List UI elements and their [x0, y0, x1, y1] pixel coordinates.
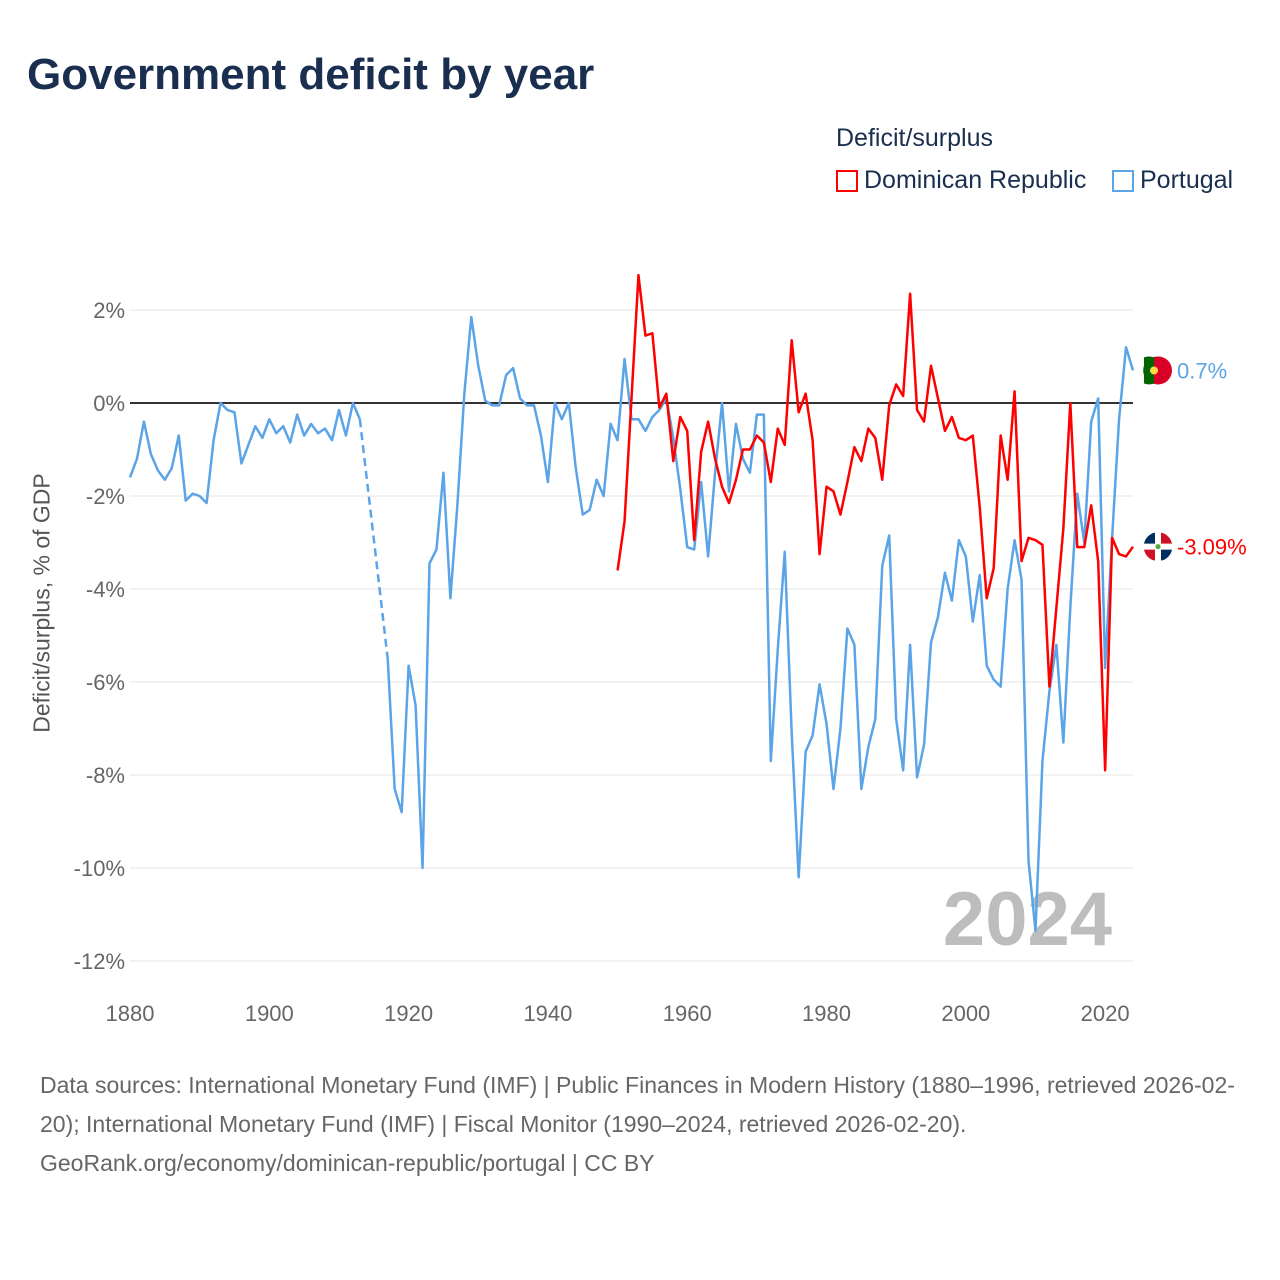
- flag-icon-portugal: [1143, 356, 1172, 385]
- series-line-dominican-republic: [616, 273, 1135, 772]
- end-value-label: -3.09%: [1177, 535, 1247, 560]
- x-tick-label: 1880: [106, 1001, 155, 1026]
- x-tick-label: 1940: [523, 1001, 572, 1026]
- y-tick-label: -2%: [86, 484, 125, 509]
- series-gap-dashed: [358, 419, 389, 659]
- legend-title: Deficit/surplus: [836, 124, 993, 152]
- series-line-portugal: [128, 401, 362, 505]
- x-tick-label: 2000: [941, 1001, 990, 1026]
- y-tick-label: 2%: [93, 298, 125, 323]
- credit-link[interactable]: GeoRank.org/economy/dominican-republic/p…: [40, 1150, 655, 1176]
- y-tick-label: -12%: [74, 949, 125, 974]
- y-tick-label: -6%: [86, 670, 125, 695]
- x-tick-label: 1980: [802, 1001, 851, 1026]
- y-tick-label: -4%: [86, 577, 125, 602]
- series-line-portugal: [386, 315, 1135, 933]
- year-watermark: 2024: [943, 877, 1112, 962]
- legend-swatch-blue: [1112, 169, 1134, 192]
- x-tick-label: 1960: [663, 1001, 712, 1026]
- legend-item-dominican-republic[interactable]: Dominican Republic: [836, 166, 1086, 195]
- legend-label: Dominican Republic: [864, 166, 1087, 194]
- legend-label: Portugal: [1140, 166, 1234, 194]
- legend-item-portugal[interactable]: Portugal: [1112, 166, 1233, 195]
- flag-icon-dominican-republic: [1144, 532, 1172, 561]
- data-sources: Data sources: International Monetary Fun…: [40, 1072, 1235, 1137]
- legend-swatch-red: [836, 169, 858, 192]
- x-tick-label: 1900: [245, 1001, 294, 1026]
- page-title: Government deficit by year: [27, 50, 595, 99]
- y-tick-label: 0%: [93, 391, 125, 416]
- y-tick-label: -10%: [74, 856, 125, 881]
- y-tick-label: -8%: [86, 763, 125, 788]
- footer: Data sources: International Monetary Fun…: [40, 1066, 1240, 1183]
- x-tick-label: 2020: [1081, 1001, 1130, 1026]
- end-value-label: 0.7%: [1177, 358, 1227, 383]
- line-chart: 2% 0% -2% -4% -6% -8% -10% -12% 1880 1900 1920 1940…: [74, 273, 1247, 1026]
- x-tick-label: 1920: [384, 1001, 433, 1026]
